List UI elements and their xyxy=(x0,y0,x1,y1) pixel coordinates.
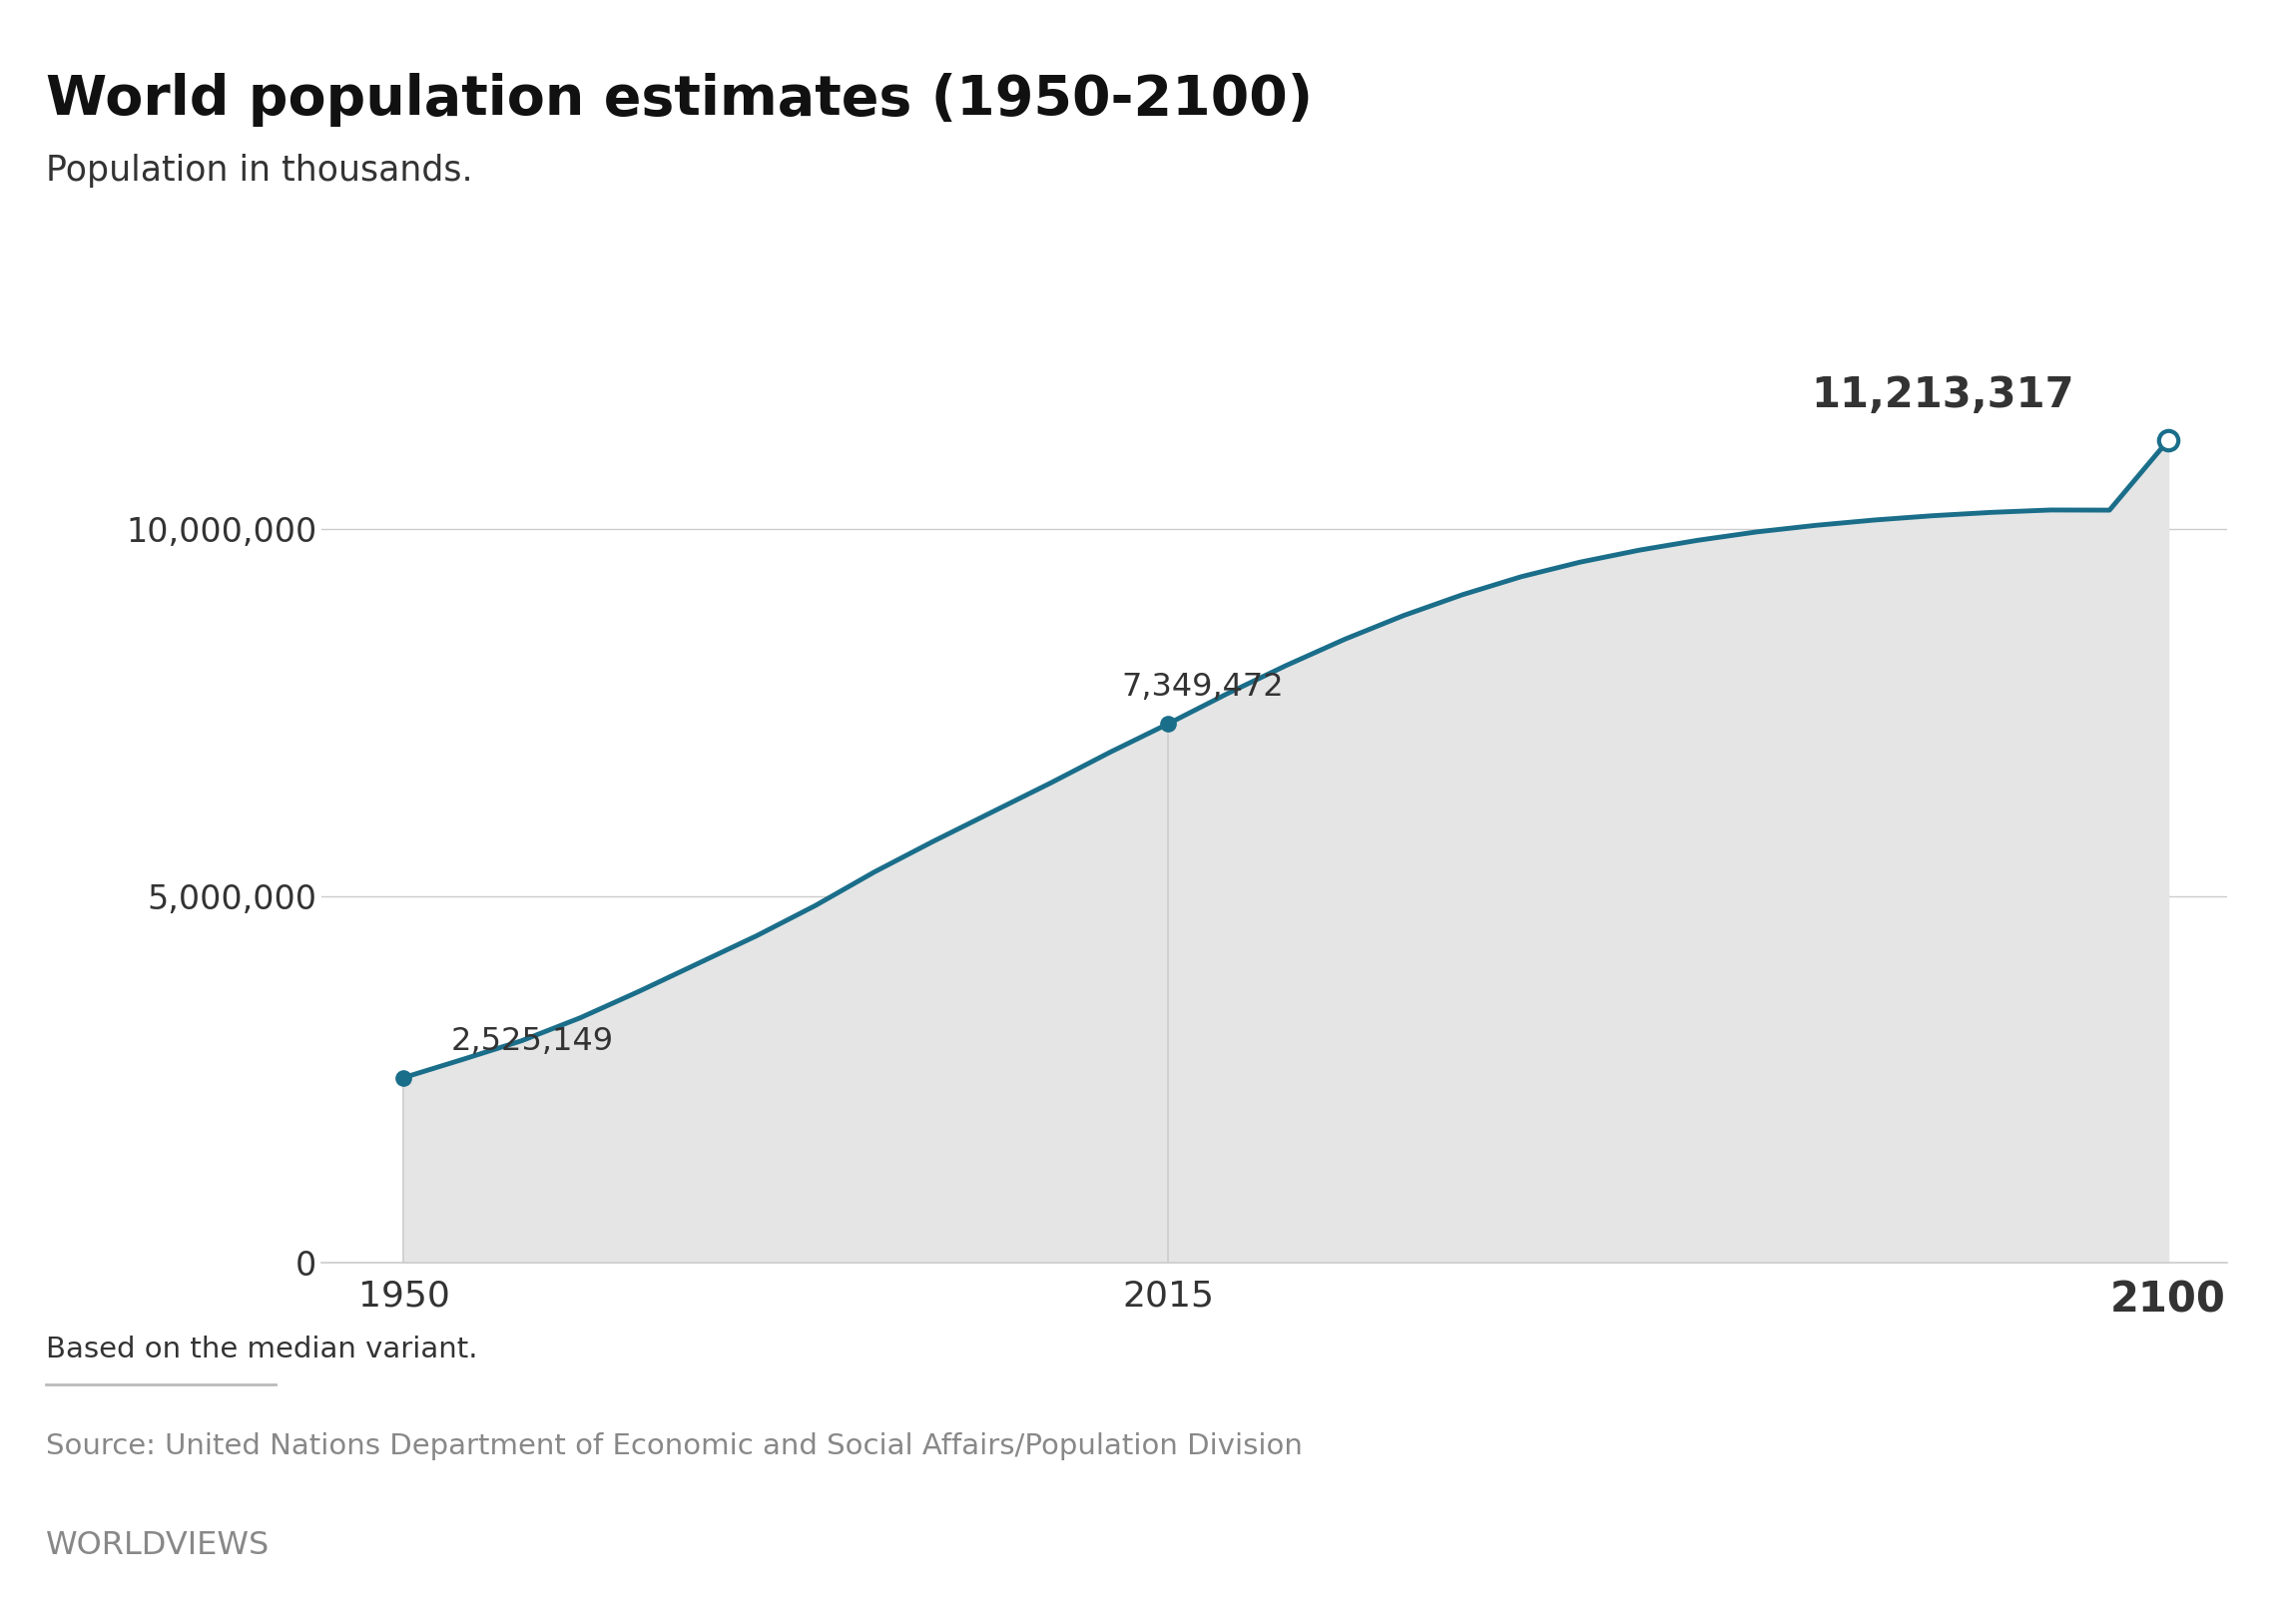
Text: WORLDVIEWS: WORLDVIEWS xyxy=(46,1530,271,1561)
Text: World population estimates (1950-2100): World population estimates (1950-2100) xyxy=(46,73,1313,126)
Text: 2,525,149: 2,525,149 xyxy=(450,1026,613,1057)
Text: Source: United Nations Department of Economic and Social Affairs/Population Divi: Source: United Nations Department of Eco… xyxy=(46,1433,1302,1460)
Text: Population in thousands.: Population in thousands. xyxy=(46,154,473,188)
Text: 7,349,472: 7,349,472 xyxy=(1120,672,1283,703)
Text: 11,213,317: 11,213,317 xyxy=(1812,376,2073,416)
Text: Based on the median variant.: Based on the median variant. xyxy=(46,1336,478,1363)
